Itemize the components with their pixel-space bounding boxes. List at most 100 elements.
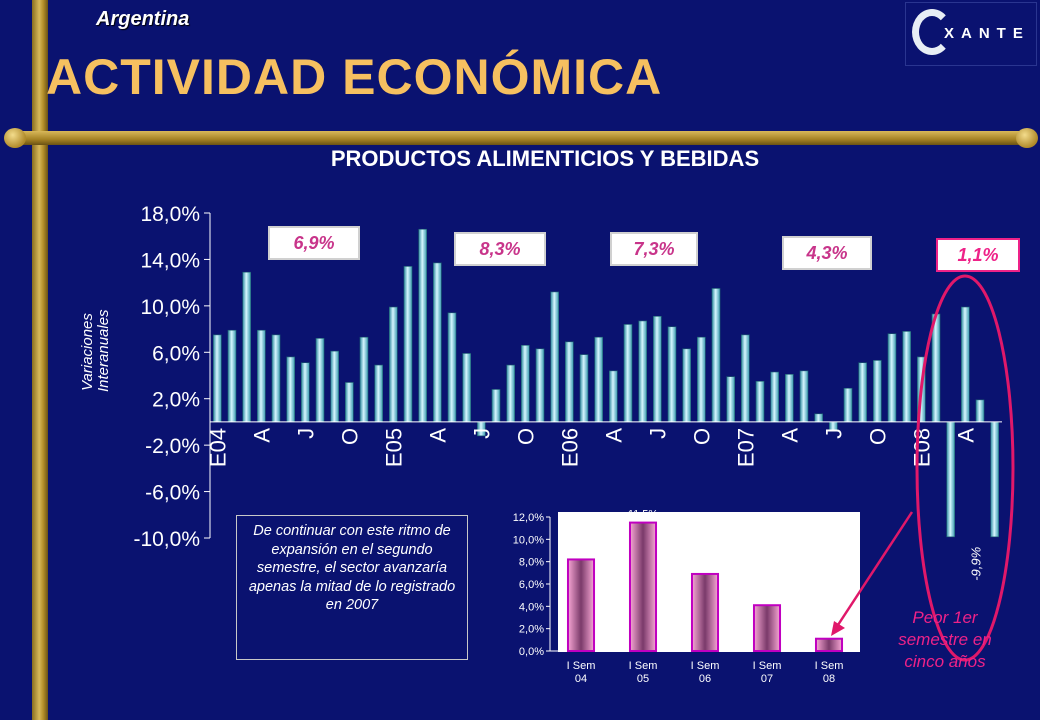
inset-y-tick-label: 8,0% bbox=[519, 557, 544, 569]
inset-bar-chart: 12,0%10,0%8,0%6,0%4,0%2,0%0,0%8,2%I Sem0… bbox=[513, 509, 860, 685]
chart-subtitle: PRODUCTOS ALIMENTICIOS Y BEBIDAS bbox=[330, 146, 760, 171]
commentary-box: De continuar con este ritmo de expansión… bbox=[236, 515, 468, 660]
inset-category-label: I Sem bbox=[629, 660, 658, 672]
y-tick-label: -2,0% bbox=[145, 435, 200, 458]
main-bar bbox=[975, 399, 985, 423]
x-tick-label: O bbox=[865, 428, 890, 445]
gold-horizontal-bar bbox=[6, 131, 1036, 145]
x-tick-label: A bbox=[425, 428, 450, 443]
main-bar bbox=[931, 313, 941, 423]
inset-data-label: 11,5% bbox=[628, 509, 659, 521]
main-bar bbox=[784, 374, 794, 423]
annotation-2008-text: 1,1% bbox=[957, 245, 999, 265]
main-bar bbox=[667, 326, 677, 423]
inset-category-label: 06 bbox=[699, 673, 711, 685]
main-bar bbox=[550, 291, 560, 423]
callout-arrow-line bbox=[834, 511, 914, 629]
main-bar bbox=[696, 336, 706, 423]
inset-category-label: 08 bbox=[823, 673, 835, 685]
main-bar bbox=[359, 336, 369, 423]
main-bar bbox=[814, 413, 824, 423]
inset-bar bbox=[566, 558, 596, 653]
inset-category-label: 04 bbox=[575, 673, 587, 685]
main-bar bbox=[286, 356, 295, 423]
y-tick-label: -6,0% bbox=[145, 482, 200, 505]
main-bar bbox=[520, 345, 530, 423]
x-tick-label: O bbox=[689, 428, 714, 445]
inset-category-label: I Sem bbox=[815, 660, 844, 672]
y-tick-label: 6,0% bbox=[152, 342, 200, 365]
inset-category-label: I Sem bbox=[567, 660, 596, 672]
x-tick-label: E06 bbox=[557, 428, 582, 467]
inset-y-tick-label: 6,0% bbox=[519, 579, 544, 591]
main-bar bbox=[902, 331, 912, 423]
x-tick-label: A bbox=[249, 428, 274, 443]
main-bar bbox=[535, 348, 545, 423]
main-bar bbox=[491, 389, 501, 423]
x-tick-label: E08 bbox=[909, 428, 934, 467]
callout-value-label: -9,9% bbox=[969, 547, 984, 581]
main-bar bbox=[594, 336, 604, 423]
main-bar bbox=[652, 316, 662, 423]
main-bar bbox=[623, 324, 633, 423]
main-bar bbox=[256, 329, 266, 423]
main-bar bbox=[506, 364, 515, 423]
main-bar bbox=[682, 348, 692, 423]
main-bar bbox=[843, 387, 853, 423]
main-bar bbox=[432, 262, 442, 423]
main-bar bbox=[242, 271, 251, 423]
inset-y-tick-label: 2,0% bbox=[519, 624, 544, 636]
inset-category-label: I Sem bbox=[691, 660, 720, 672]
main-bar bbox=[213, 334, 222, 423]
inset-bar bbox=[752, 604, 782, 653]
annotation-2004: 6,9% bbox=[268, 226, 360, 260]
inset-y-tick-label: 4,0% bbox=[519, 601, 544, 613]
main-bar bbox=[330, 350, 339, 423]
main-bar bbox=[579, 354, 589, 423]
bar-end-right bbox=[1016, 128, 1038, 148]
main-bar bbox=[564, 341, 574, 423]
page-title: ACTIVIDAD ECONÓMICA bbox=[46, 49, 663, 105]
y-tick-label: 2,0% bbox=[152, 389, 200, 412]
gold-vertical-bar bbox=[32, 0, 48, 720]
main-bar bbox=[872, 360, 882, 423]
inset-category-label: 07 bbox=[761, 673, 773, 685]
main-bar bbox=[447, 312, 457, 423]
main-bar bbox=[960, 306, 970, 423]
main-bar bbox=[418, 228, 427, 423]
inset-y-tick-label: 10,0% bbox=[513, 534, 544, 546]
inset-bar bbox=[628, 521, 658, 652]
x-tick-label: E05 bbox=[381, 428, 406, 467]
annotation-2008: 1,1% bbox=[936, 238, 1020, 272]
y-tick-label: 14,0% bbox=[140, 249, 200, 272]
annotation-2004-text: 6,9% bbox=[293, 233, 335, 253]
annotation-2006: 7,3% bbox=[610, 232, 698, 266]
y-tick-label: -10,0% bbox=[133, 528, 200, 551]
main-bar bbox=[858, 362, 868, 423]
x-tick-label: A bbox=[953, 428, 978, 443]
logo-text: XANTE bbox=[944, 25, 1030, 42]
main-bar-chart: 18,0% 14,0% 10,0% 6,0% 2,0% -2,0% -6,0% -10,0% E… bbox=[133, 203, 1002, 581]
main-bar bbox=[271, 334, 281, 423]
worst-semester-note: Peor 1er semestre en cinco años bbox=[898, 608, 992, 671]
main-bar bbox=[799, 370, 809, 423]
main-bar bbox=[638, 320, 648, 423]
main-bar bbox=[227, 329, 237, 423]
main-bar bbox=[315, 338, 325, 423]
x-tick-label: A bbox=[777, 428, 802, 443]
inset-bar bbox=[690, 572, 720, 653]
inset-data-label: 6,9% bbox=[692, 560, 717, 572]
x-tick-label: E07 bbox=[733, 428, 758, 467]
main-bar bbox=[711, 288, 721, 423]
inset-y-tick-label: 0,0% bbox=[519, 646, 544, 658]
annotation-2007: 4,3% bbox=[782, 236, 872, 270]
main-bar bbox=[755, 381, 765, 423]
x-tick-label: E04 bbox=[205, 428, 230, 467]
x-tick-label: A bbox=[601, 428, 626, 443]
main-bar bbox=[374, 364, 383, 423]
main-bar bbox=[344, 382, 354, 423]
main-bar bbox=[726, 376, 736, 423]
country-label: Argentina bbox=[96, 8, 190, 30]
main-bar bbox=[887, 333, 897, 423]
